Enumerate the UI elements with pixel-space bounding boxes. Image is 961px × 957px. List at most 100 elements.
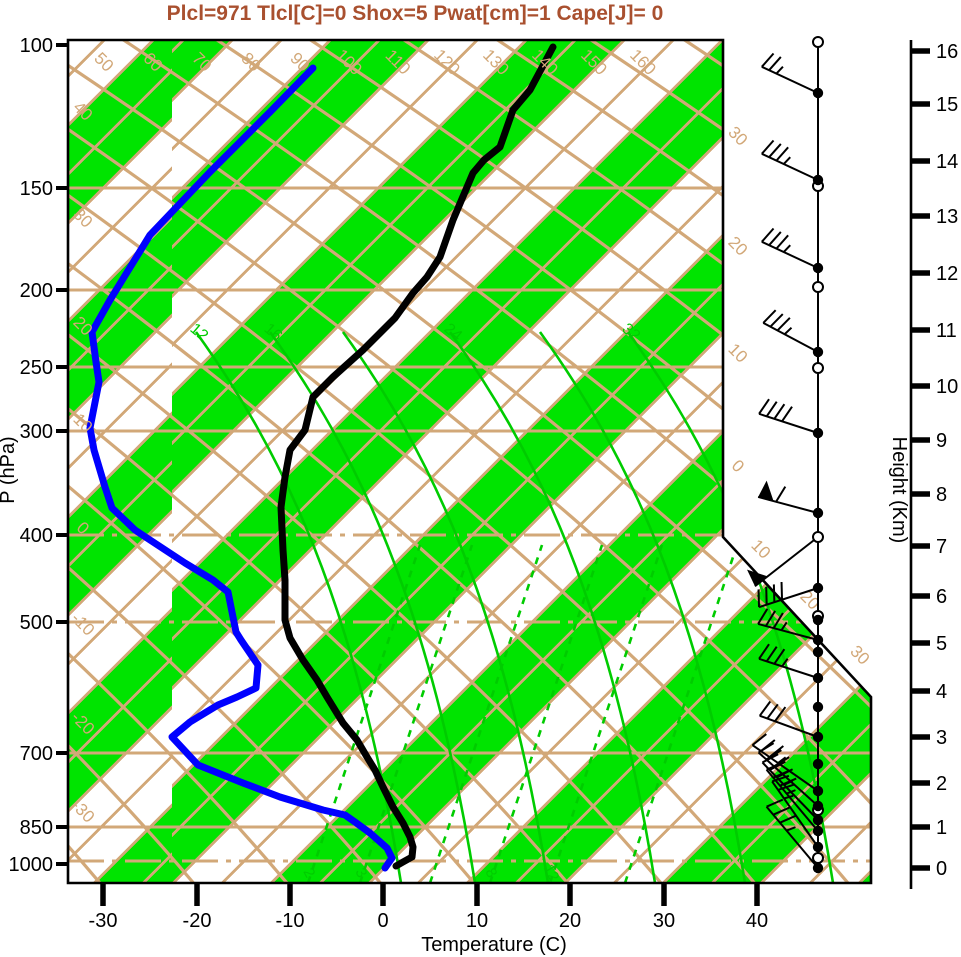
pressure-tick-label: 200 (20, 280, 53, 302)
height-tick-label: 8 (936, 484, 947, 506)
moist-adiabat-label: 24 (441, 320, 466, 345)
wind-barb (761, 52, 819, 94)
wind-level-dot (812, 507, 824, 519)
wind-level-dot (812, 758, 824, 770)
isotherm-label-top: 80 (237, 49, 264, 76)
wind-level-dot (812, 814, 824, 826)
height-tick-label: 7 (936, 536, 947, 558)
wind-level-dot (812, 346, 824, 358)
wind-barb (747, 536, 819, 588)
height-tick-label: 1 (936, 817, 947, 839)
adiabat-label-left: -20 (67, 708, 98, 739)
wind-level-dot (812, 800, 824, 812)
adiabat-label-left: -10 (67, 609, 98, 640)
pressure-tick-label: 150 (20, 178, 53, 200)
isotherm-label-right: 0 (728, 456, 748, 476)
isotherm-label-top: 120 (430, 45, 463, 78)
mixing-ratio-label: 12 (540, 862, 563, 885)
dewpoint-curve (86, 64, 396, 872)
pressure-tick-label: 400 (20, 525, 53, 547)
height-tick-label: 14 (936, 151, 958, 173)
wind-barb (757, 480, 819, 514)
temperature-tick-label: 0 (377, 910, 388, 932)
height-tick-label: 0 (936, 858, 947, 880)
wind-barb (761, 227, 819, 269)
pressure-tick-label: 500 (20, 612, 53, 634)
wind-barb (757, 581, 819, 609)
wind-level-dot (812, 731, 824, 743)
wind-open-circle (812, 362, 824, 374)
temperature-tick-label: 40 (746, 910, 768, 932)
pressure-axis-title: P (hPa) (0, 436, 19, 503)
isotherm-label-right: 20 (724, 233, 751, 260)
wind-barb-column (747, 36, 824, 874)
temperature-tick-label: 30 (653, 910, 675, 932)
isotherm-label-top: 50 (90, 49, 117, 76)
isotherm-label-top: 130 (479, 45, 512, 78)
height-axis-title: Height (Km) (888, 437, 910, 544)
wind-barb (762, 309, 819, 353)
wind-barb (758, 700, 819, 738)
wind-open-circle (812, 36, 824, 48)
isotherm-label-top: 110 (382, 46, 415, 79)
height-tick-label: 4 (936, 681, 947, 703)
height-tick-label: 3 (936, 727, 947, 749)
plot-background (68, 40, 871, 883)
wind-level-dot (812, 262, 824, 274)
isotherm-label-right: 10 (747, 536, 774, 563)
temperature-tick-label: 20 (559, 910, 581, 932)
wind-open-circle (812, 852, 824, 864)
isotherm-label-top: 160 (626, 45, 659, 78)
pressure-tick-label: 1000 (9, 854, 54, 876)
adiabat-label-left: 30 (69, 205, 96, 232)
temperature-tick-label: 10 (466, 910, 488, 932)
temperature-tick-label: -20 (183, 910, 212, 932)
wind-level-dot (812, 785, 824, 797)
chart-title: Plcl=971 Tlcl[C]=0 Shox=5 Pwat[cm]=1 Cap… (166, 2, 664, 25)
pressure-tick-label: 300 (20, 421, 53, 443)
height-tick-label: 12 (936, 263, 958, 285)
wind-level-dot (812, 87, 824, 99)
adiabat-label-left: 40 (69, 98, 96, 125)
pressure-tick-label: 850 (20, 817, 53, 839)
wind-level-dot (812, 174, 824, 186)
temperature-curve (277, 43, 557, 870)
temperature-axis-title: Temperature (C) (421, 934, 567, 956)
isotherm-label-right: 30 (846, 642, 873, 669)
wind-barb (765, 798, 819, 869)
height-tick-label: 16 (936, 41, 958, 63)
wind-barb (758, 643, 819, 679)
temperature-tick-label: -30 (89, 910, 118, 932)
wind-barb (757, 742, 819, 807)
isobar-lines (68, 186, 871, 863)
wind-barb (758, 398, 819, 434)
wind-level-dot (812, 646, 824, 658)
height-tick-label: 10 (936, 376, 958, 398)
mixing-ratio-lines (306, 544, 739, 883)
wind-level-dot (812, 427, 824, 439)
wind-level-dot (812, 672, 824, 684)
wind-level-dot (812, 614, 824, 626)
wind-barb (757, 608, 819, 641)
plot-border (66, 38, 873, 885)
temperature-tick-label: -10 (276, 910, 305, 932)
isotherm-label-top: 70 (188, 49, 215, 76)
height-tick-label: 11 (936, 320, 957, 342)
wind-open-circle (812, 531, 824, 543)
wind-level-dot (812, 582, 824, 594)
isotherm-label-right: 10 (724, 340, 751, 367)
wind-barb (761, 139, 819, 181)
moist-adiabat-label: 12 (187, 320, 212, 345)
height-tick-label: 2 (936, 773, 947, 795)
wind-level-dot (812, 825, 824, 837)
isotherm-label-right: 30 (724, 123, 751, 150)
wind-level-dot (812, 701, 824, 713)
wind-open-circle (812, 281, 824, 293)
height-tick-label: 5 (936, 633, 947, 655)
height-tick-label: 13 (936, 206, 958, 228)
pressure-axis: 100 150 200 250 300 400 500 700 850 1000 P (hPa) (0, 35, 68, 876)
adiabat-label-left: -30 (67, 796, 98, 827)
